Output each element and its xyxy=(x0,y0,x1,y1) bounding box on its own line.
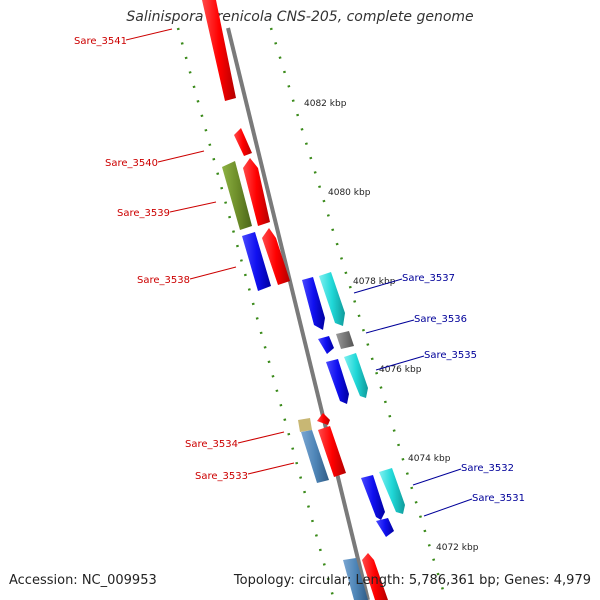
genome-stats-text: Topology: circular; Length: 5,786,361 bp… xyxy=(233,573,591,588)
gene-sare-3535-blue[interactable] xyxy=(326,359,349,404)
dotted-ring-left xyxy=(176,27,336,600)
accession-text: Accession: NC_009953 xyxy=(9,573,157,588)
gene-sare-3536-gray[interactable] xyxy=(336,331,354,349)
gene-sare-3537-blue[interactable] xyxy=(302,277,325,330)
gene-label-sare-3539: Sare_3539 xyxy=(117,208,170,219)
left-gene-labels: Sare_3541 Sare_3540 Sare_3539 Sare_3538 … xyxy=(74,28,295,482)
gene-label-sare-3536: Sare_3536 xyxy=(414,314,467,325)
gene-sare-3533-red[interactable] xyxy=(318,426,346,477)
gene-sare-3535-cyan[interactable] xyxy=(344,353,368,398)
gene-sare-3533-steel[interactable] xyxy=(301,430,329,483)
kbp-label: 4078 kbp xyxy=(353,277,396,287)
gene-sare-3538-blue[interactable] xyxy=(242,232,271,291)
gene-label-sare-3540: Sare_3540 xyxy=(105,158,158,169)
gene-sare-3534-red[interactable] xyxy=(317,413,330,425)
gene-label-sare-3538: Sare_3538 xyxy=(137,275,190,286)
kbp-label: 4074 kbp xyxy=(408,454,451,464)
gene-label-sare-3535: Sare_3535 xyxy=(424,350,477,361)
gene-label-sare-3534: Sare_3534 xyxy=(185,439,238,450)
gene-sare-3531[interactable] xyxy=(376,518,394,537)
gene-label-sare-3541: Sare_3541 xyxy=(74,36,127,47)
kbp-label: 4072 kbp xyxy=(436,543,479,553)
gene-sare-3532-cyan[interactable] xyxy=(379,468,405,514)
gene-sare-3532-blue[interactable] xyxy=(361,475,385,520)
gene-sare-3541[interactable] xyxy=(202,0,236,101)
gene-label-sare-3531: Sare_3531 xyxy=(472,493,525,504)
gene-sare-3537-cyan[interactable] xyxy=(319,272,345,326)
gene-sare-3538-red[interactable] xyxy=(262,228,290,285)
gene-label-sare-3532: Sare_3532 xyxy=(461,463,514,474)
gene-sare-3539-red[interactable] xyxy=(243,158,270,226)
gene-sare-3536-blue[interactable] xyxy=(318,336,334,354)
gene-bottom-steel[interactable] xyxy=(343,558,368,600)
gene-sare-3534-tan[interactable] xyxy=(298,418,312,432)
genome-backbone xyxy=(226,27,370,600)
gene-sare-3540[interactable] xyxy=(234,128,252,156)
gene-label-sare-3533: Sare_3533 xyxy=(195,471,248,482)
gene-label-sare-3537: Sare_3537 xyxy=(402,273,455,284)
kbp-label: 4080 kbp xyxy=(328,188,371,198)
kbp-markers: 4082 kbp 4080 kbp 4078 kbp 4076 kbp 4074… xyxy=(304,99,479,553)
gene-sare-3539-olive[interactable] xyxy=(222,161,252,230)
kbp-label: 4082 kbp xyxy=(304,99,347,109)
kbp-label: 4076 kbp xyxy=(379,365,422,375)
right-gene-labels: Sare_3537 Sare_3536 Sare_3535 Sare_3532 … xyxy=(353,273,525,517)
gene-bottom-red[interactable] xyxy=(362,553,388,600)
